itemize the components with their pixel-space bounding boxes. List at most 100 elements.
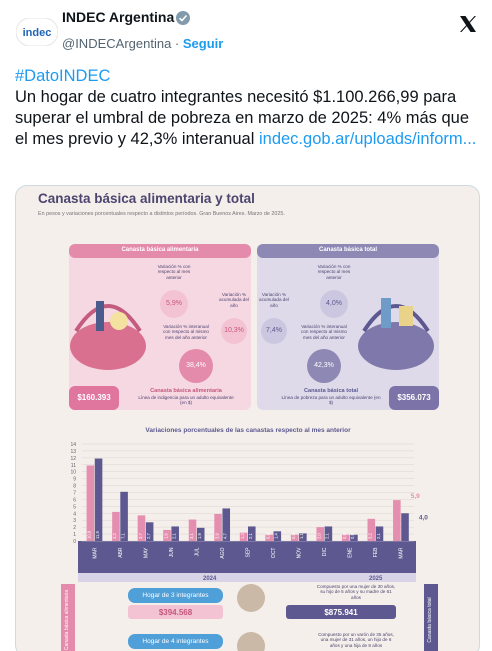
household-label-bg [128, 588, 223, 603]
y-tick-label: 1 [73, 532, 76, 538]
cba-caption: Línea de indigencia para un adulto equiv… [138, 395, 234, 406]
household-cba: $394.568 [158, 608, 193, 617]
value-label: 1,1 [299, 533, 304, 539]
avatar: indec [16, 18, 58, 46]
follow-button[interactable]: Seguir [182, 36, 224, 51]
household-photo [237, 584, 265, 612]
bar [393, 500, 401, 541]
y-tick-label: 8 [73, 484, 76, 490]
cba-basket [70, 322, 146, 370]
value-label: 3,9 [214, 533, 219, 539]
bar [188, 519, 197, 541]
bar [171, 526, 179, 541]
y-tick-label: 9 [73, 477, 76, 483]
household-description: Compuesto por una mujer de 30 años, su h… [316, 584, 396, 600]
bar [222, 508, 231, 541]
value-label: 11,9 [95, 530, 100, 539]
cbt-bubble [261, 318, 287, 344]
y-tick-label: 13 [70, 449, 76, 455]
cba-bubble [160, 290, 188, 318]
account-name[interactable]: INDEC Argentina [62, 9, 175, 25]
bar [265, 534, 273, 541]
bar [299, 533, 307, 541]
infographic-title: Canasta básica alimentaria y total [38, 191, 255, 206]
bar [290, 534, 299, 541]
value-label: 2,1 [248, 533, 253, 539]
value-label: 1,6 [163, 533, 168, 539]
cbt-header-bg [257, 244, 439, 258]
y-tick-label: 10 [70, 470, 76, 476]
side-right-bg [424, 584, 438, 651]
value-label: 1,4 [274, 533, 279, 539]
side-left-bg [61, 584, 75, 651]
bubble-value: 4,0% [326, 300, 342, 307]
value-label: 7,1 [120, 533, 125, 539]
handle[interactable]: @INDECArgentina [62, 36, 172, 51]
bubble-value: 5,9% [166, 300, 182, 307]
cbt-caption: Línea de pobreza para un adulto equivale… [281, 395, 381, 406]
bar [196, 527, 205, 541]
infographic[interactable]: Canasta básica alimentaria Canasta básic… [15, 185, 480, 651]
y-tick-label: 0 [73, 539, 76, 545]
bubble-value: 38,4% [186, 362, 206, 369]
x-tick-label: DIC [322, 547, 328, 556]
link[interactable]: indec.gob.ar/uploads/inform... [258, 130, 477, 148]
bar [248, 526, 256, 541]
tweet-body: Un hogar de cuatro integrantes necesitó … [15, 88, 470, 148]
cbt-bubble [307, 349, 341, 383]
y-tick-label: 5 [73, 504, 76, 510]
value-label: 3,2 [368, 533, 373, 539]
bubble-label: Variación % interanual con respecto al m… [301, 324, 347, 340]
year-label: 2024 [203, 576, 217, 582]
hashtag[interactable]: #DatoINDEC [15, 67, 111, 85]
bar [163, 529, 171, 541]
year-label: 2025 [369, 576, 383, 582]
bubble-value: 10,3% [224, 327, 244, 334]
household-description: Compuesto por un varón de 35 años, una m… [318, 632, 394, 648]
cba-food [110, 312, 128, 330]
cbt-caption-title: Canasta básica total [303, 388, 359, 394]
bar [401, 513, 409, 541]
value-label: 0,9 [342, 533, 347, 539]
household-cbt: $875.941 [324, 608, 358, 617]
value-label: 2,7 [146, 533, 151, 539]
cba-bubble [221, 318, 247, 344]
x-logo[interactable] [458, 14, 478, 34]
y-tick-label: 6 [73, 497, 76, 503]
bar [120, 491, 128, 541]
bar [94, 458, 103, 541]
x-tick-label: OCT [271, 548, 277, 559]
x-tick-label: SEP [246, 547, 252, 558]
bar [112, 511, 120, 541]
cbt-basket-handle [362, 304, 430, 333]
bubble-value: 7,4% [266, 327, 282, 334]
value-label: 0,9 [265, 533, 270, 539]
bar [316, 527, 325, 541]
household-photo [237, 632, 265, 651]
x-tick-label: FEB [373, 547, 379, 557]
x-tick-label: NOV [297, 547, 303, 559]
y-tick-label: 2 [73, 525, 76, 531]
value-label: 2,1 [171, 533, 176, 539]
value-label: 3,1 [189, 533, 194, 539]
x-tick-label: MAR [92, 547, 98, 559]
year-band [78, 573, 416, 582]
bar [214, 513, 222, 541]
x-tick-label: MAY [143, 547, 149, 558]
y-tick-label: 11 [71, 463, 76, 469]
x-tick-label: MAR [399, 547, 405, 559]
value-label: 4,0 [419, 514, 428, 521]
household-cba-bg [128, 605, 223, 619]
bar [239, 532, 248, 541]
household-label: Hogar de 4 integrantes [142, 638, 209, 645]
value-label: 0,9 [350, 533, 355, 539]
bar [350, 534, 358, 541]
cba-amount: $160.393 [77, 393, 111, 402]
cbt-basket [358, 322, 434, 370]
x-tick-label: ENE [348, 547, 354, 558]
bar [324, 526, 333, 541]
household-label-bg [128, 634, 223, 649]
infographic-graphics: Canasta básica alimentaria Canasta básic… [61, 244, 439, 651]
cba-header: Canasta básica alimentaria [121, 247, 199, 253]
